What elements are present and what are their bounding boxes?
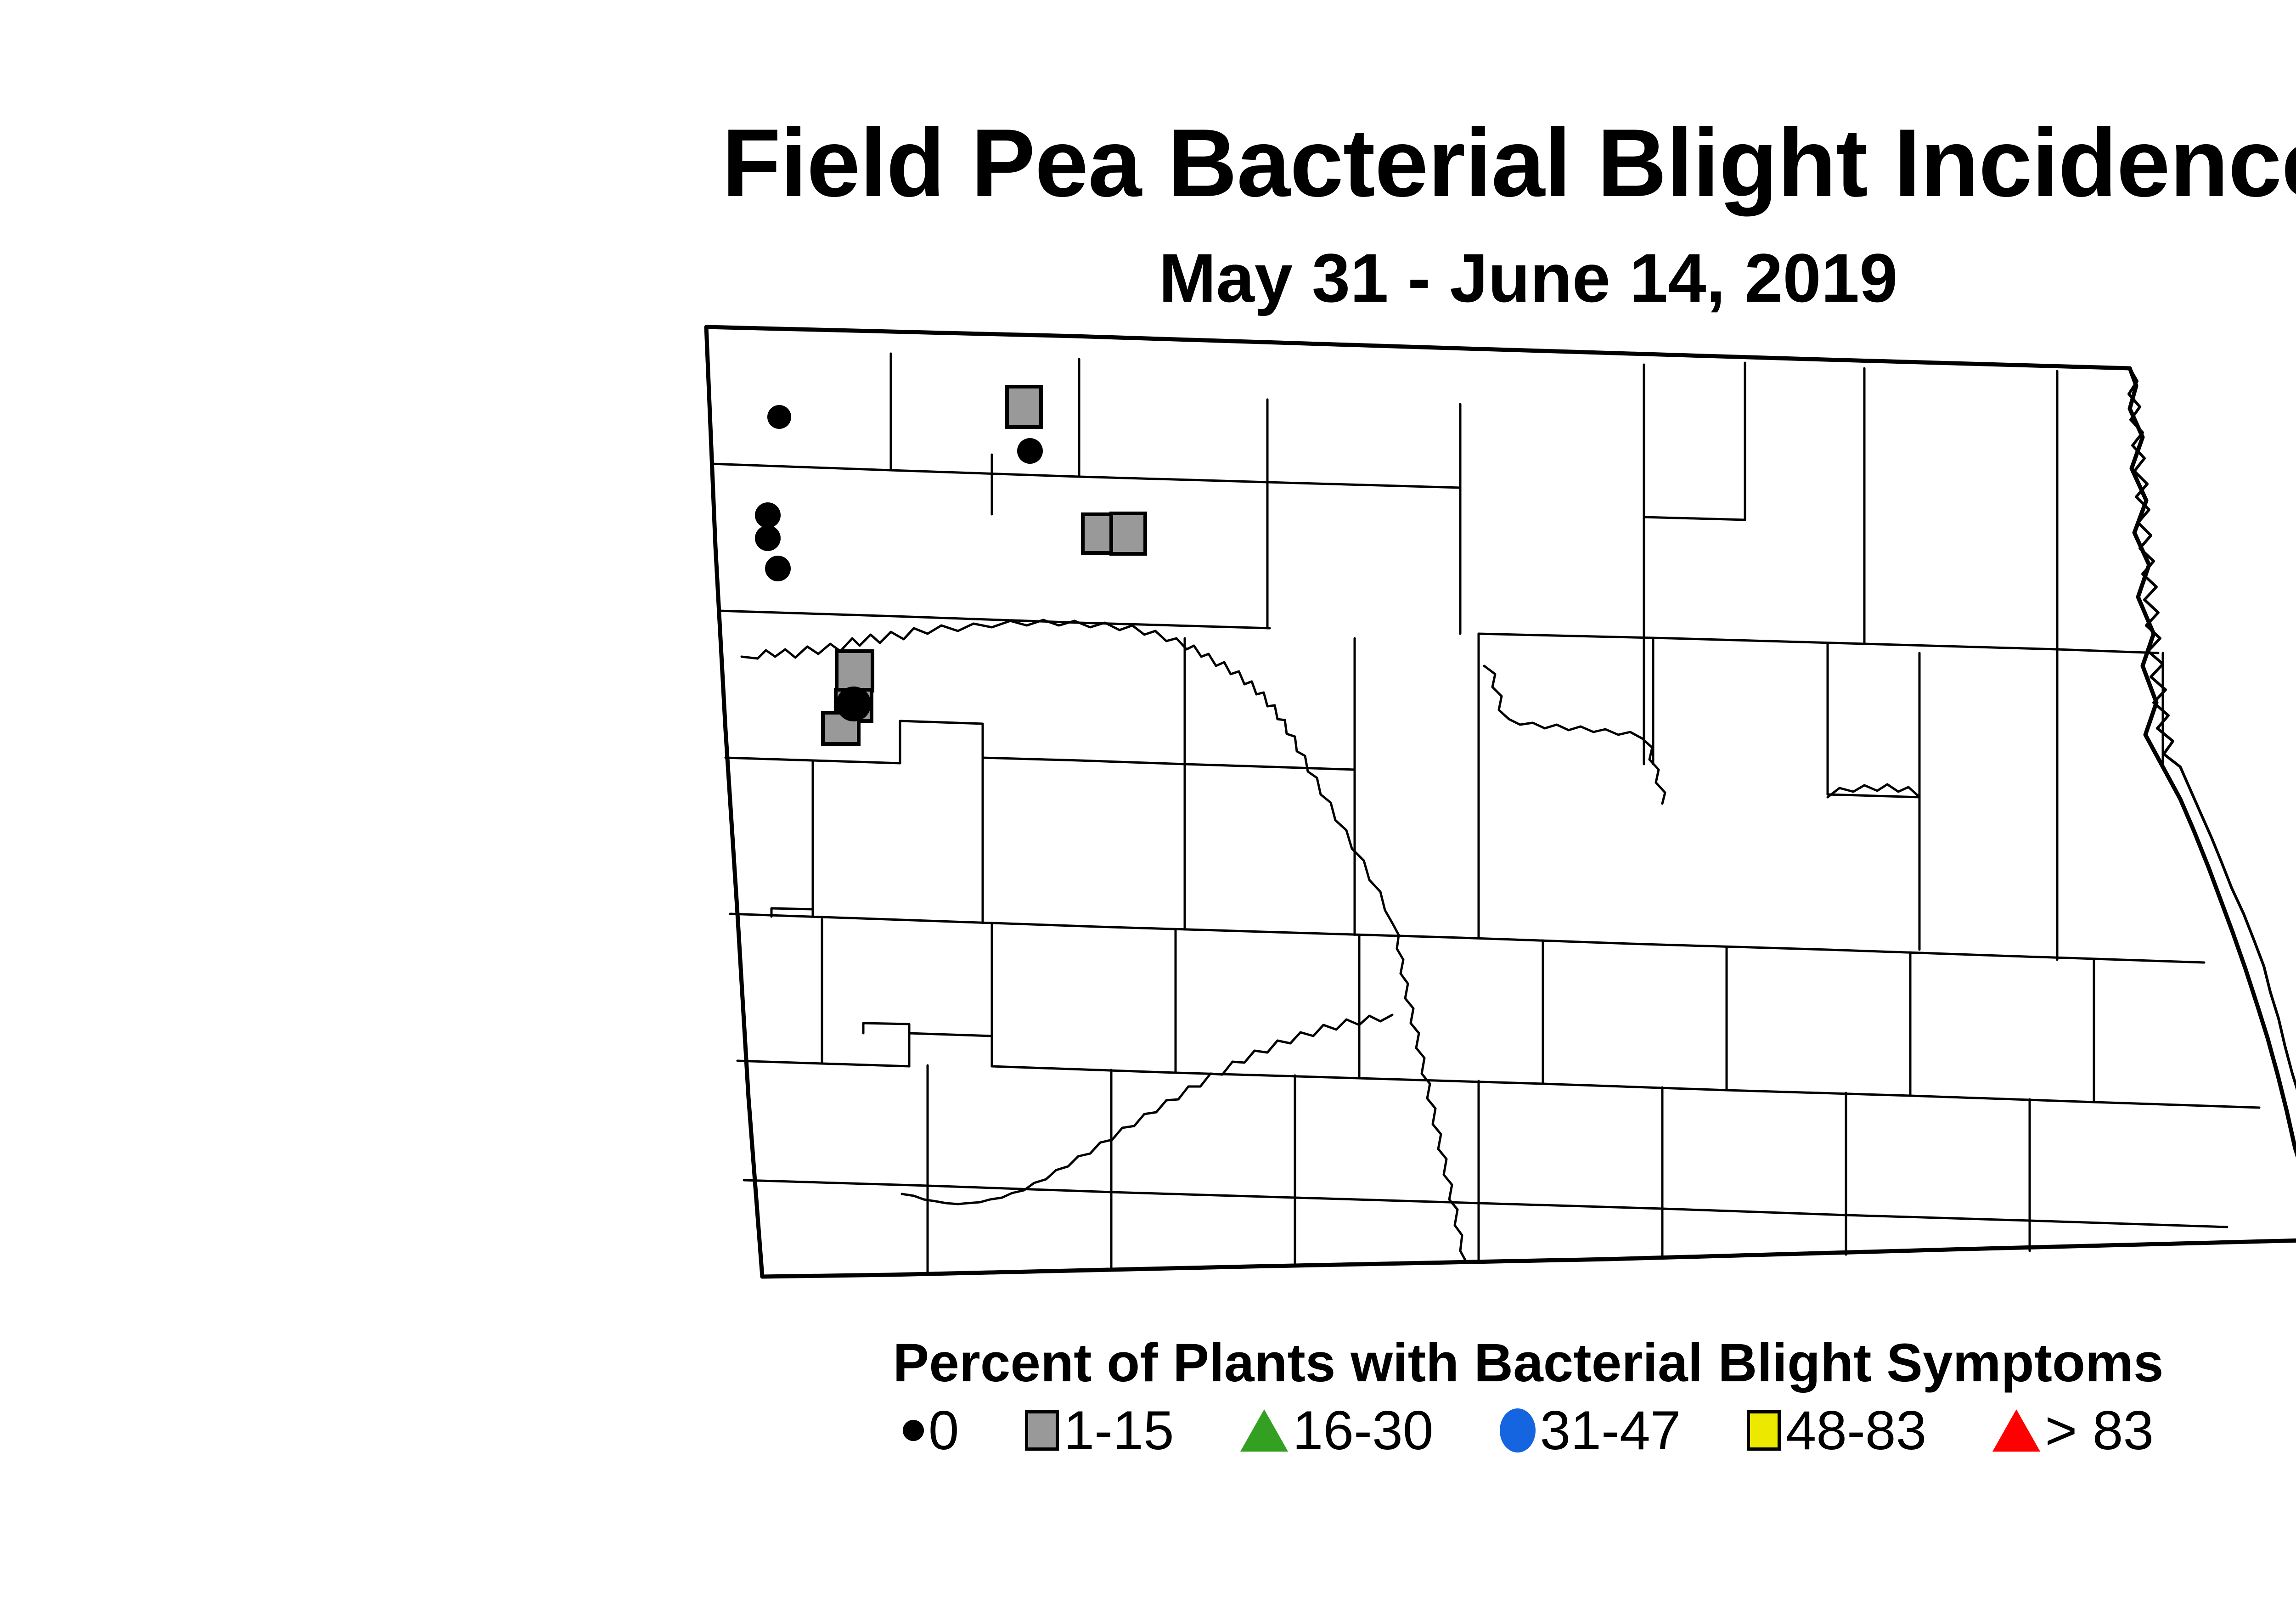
legend-item-48-83[interactable]: 48-83	[1747, 1403, 1926, 1458]
marker-incidence-0	[765, 556, 791, 581]
marker-incidence-1-15	[1109, 512, 1147, 556]
county-boundaries	[710, 352, 2261, 1273]
legend-item-0[interactable]: 0	[902, 1400, 959, 1461]
marker-incidence-1-15	[835, 649, 874, 692]
page-subtitle: May 31 - June 14, 2019	[1159, 239, 1898, 316]
map-container	[698, 317, 2296, 1286]
circle-icon	[1499, 1408, 1536, 1452]
square-icon	[1025, 1410, 1059, 1451]
state-outline	[704, 325, 2296, 1279]
north-dakota-map	[704, 325, 2296, 1279]
legend-label-16-30: 16-30	[1292, 1400, 1434, 1461]
circle-small-icon	[902, 1420, 924, 1441]
legend-item-16-30[interactable]: 16-30	[1240, 1403, 1434, 1458]
legend-label-0: 0	[928, 1400, 959, 1461]
legend-title: Percent of Plants with Bacterial Blight …	[893, 1333, 2164, 1393]
legend-label-gt-83: > 83	[2045, 1400, 2154, 1461]
square-icon	[1747, 1410, 1781, 1451]
triangle-icon	[1240, 1409, 1288, 1452]
legend-item-1-15[interactable]: 1-15	[1025, 1403, 1174, 1458]
triangle-icon	[1992, 1409, 2041, 1452]
legend-label-31-47: 31-47	[1540, 1400, 1681, 1461]
marker-incidence-1-15	[1081, 512, 1113, 555]
legend-item-gt-83[interactable]: > 83	[1992, 1403, 2154, 1458]
data-markers	[755, 385, 1147, 746]
marker-incidence-0	[767, 405, 791, 429]
river-lines	[740, 619, 1919, 1262]
marker-incidence-0	[836, 687, 871, 721]
legend-label-48-83: 48-83	[1785, 1400, 1927, 1461]
legend-item-31-47[interactable]: 31-47	[1499, 1400, 1681, 1461]
marker-incidence-0	[755, 525, 781, 551]
legend: 0 1-15 16-30 31-47 48-83 > 83	[0, 1403, 2296, 1458]
marker-incidence-0	[1017, 438, 1043, 464]
legend-label-1-15: 1-15	[1064, 1400, 1174, 1461]
marker-incidence-0	[755, 502, 781, 528]
marker-incidence-1-15	[1005, 385, 1043, 429]
page-title: Field Pea Bacterial Blight Incidence	[722, 109, 2296, 217]
red-river-border	[2127, 367, 2296, 1090]
